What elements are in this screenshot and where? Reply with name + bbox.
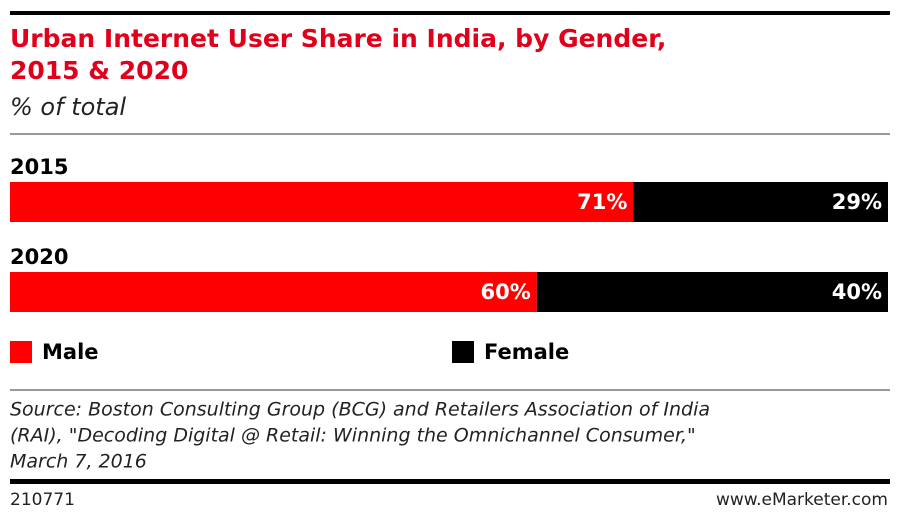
chart-title: Urban Internet User Share in India, by G…: [10, 24, 666, 53]
top-rule: [10, 11, 890, 15]
source: (RAI), "Decoding Digital @ Retail: Winni…: [10, 425, 696, 447]
bar-segment: [536, 272, 888, 312]
bottom-rule: [10, 479, 890, 484]
chart-subtitle: % of total: [10, 93, 126, 121]
value-label: 29%: [832, 190, 882, 214]
bar-segment: [10, 272, 537, 312]
legend-label: Female: [484, 340, 569, 364]
rule: [10, 133, 890, 135]
plot: 2015 71% 29% 2020 60% 40% Male Female: [10, 155, 888, 364]
chart-title: 2015 & 2020: [10, 56, 188, 85]
legend-swatch: [10, 341, 32, 363]
chart-id: 210771: [10, 490, 75, 510]
source: March 7, 2016: [10, 451, 147, 473]
value-label: 40%: [832, 280, 882, 304]
value-label: 60%: [481, 280, 531, 304]
bar-segment: [633, 182, 888, 222]
bar-segment: [10, 182, 634, 222]
category-label: 2020: [10, 245, 68, 269]
category-label: 2015: [10, 155, 68, 179]
rule: [10, 389, 890, 391]
legend-swatch: [452, 341, 474, 363]
source: Source: Boston Consulting Group (BCG) an…: [10, 399, 710, 421]
legend-label: Male: [42, 340, 99, 364]
brand: www.eMarketer.com: [716, 490, 888, 510]
value-label: 71%: [577, 190, 627, 214]
